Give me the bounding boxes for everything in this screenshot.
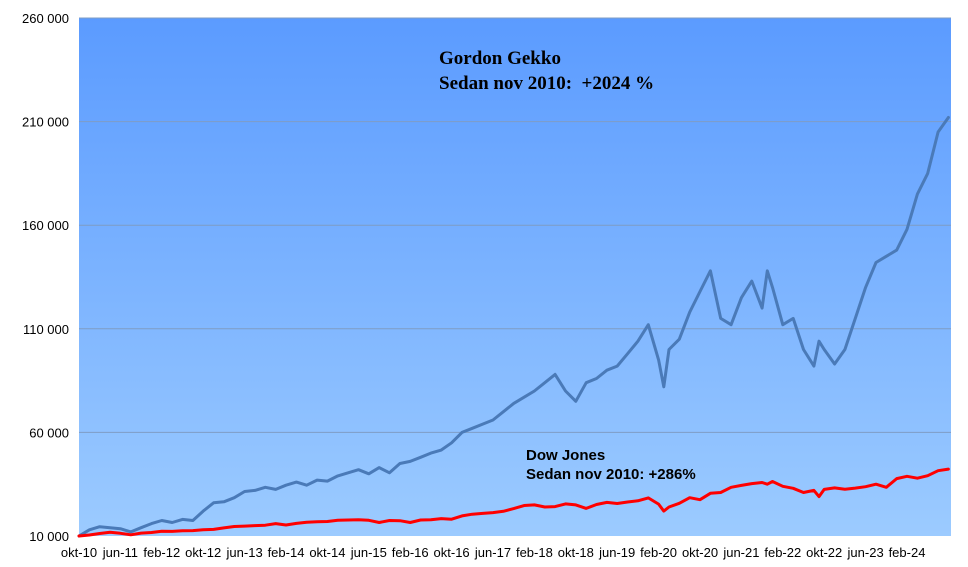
x-tick-label: jun-23 xyxy=(847,545,884,560)
y-tick-label: 60 000 xyxy=(29,425,69,440)
y-tick-label: 260 000 xyxy=(22,11,69,26)
x-tick-label: okt-20 xyxy=(682,545,718,560)
x-tick-label: jun-17 xyxy=(474,545,511,560)
x-axis: okt-10 jun-11 feb-12 okt-12 jun-13 feb-14 okt-… xyxy=(61,545,926,560)
gekko-series-line xyxy=(77,116,950,538)
y-tick-label: 10 000 xyxy=(29,529,69,544)
x-tick-label: okt-16 xyxy=(434,545,470,560)
x-tick-label: jun-21 xyxy=(722,545,759,560)
gekko-annotation-return: Sedan nov 2010: +2024 % xyxy=(439,73,654,94)
x-tick-label: feb-18 xyxy=(516,545,553,560)
x-tick-label: feb-14 xyxy=(268,545,305,560)
x-tick-label: jun-15 xyxy=(350,545,387,560)
dow-annotation-return: Sedan nov 2010: +286% xyxy=(526,466,696,483)
dow-series-line xyxy=(77,467,950,538)
x-tick-label: jun-11 xyxy=(102,545,138,560)
x-tick-label: feb-12 xyxy=(143,545,180,560)
y-axis: 10 000 60 000 110 000 160 000 210 000 260 000 xyxy=(22,11,69,544)
dow-annotation-title: Dow Jones xyxy=(526,447,605,464)
x-tick-label: feb-22 xyxy=(764,545,801,560)
x-tick-label: okt-14 xyxy=(309,545,345,560)
x-tick-label: jun-13 xyxy=(226,545,263,560)
x-tick-label: okt-12 xyxy=(185,545,221,560)
x-tick-label: okt-10 xyxy=(61,545,97,560)
plot-area xyxy=(79,18,951,536)
gekko-annotation-title: Gordon Gekko xyxy=(439,48,561,69)
y-tick-label: 110 000 xyxy=(23,322,69,337)
series-layer xyxy=(77,116,950,538)
grid-lines xyxy=(79,17,951,433)
x-tick-label: okt-22 xyxy=(806,545,842,560)
x-tick-label: feb-24 xyxy=(889,545,926,560)
y-tick-label: 160 000 xyxy=(22,218,69,233)
x-tick-label: feb-20 xyxy=(640,545,677,560)
x-tick-label: okt-18 xyxy=(558,545,594,560)
x-tick-label: feb-16 xyxy=(392,545,429,560)
y-tick-label: 210 000 xyxy=(22,115,69,130)
x-tick-label: jun-19 xyxy=(598,545,635,560)
